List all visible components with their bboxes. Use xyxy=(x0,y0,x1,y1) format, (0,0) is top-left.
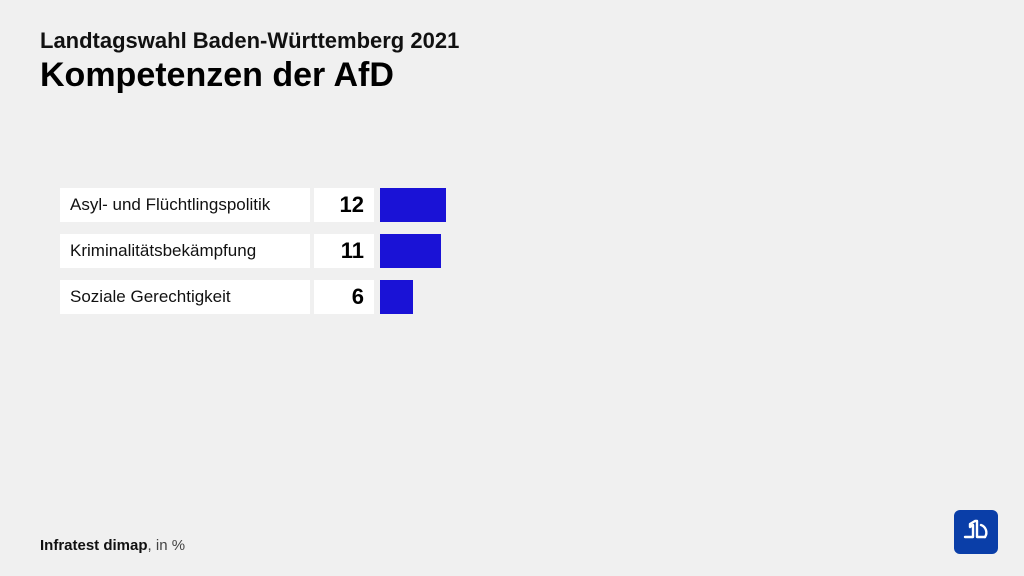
page-title: Kompetenzen der AfD xyxy=(40,56,984,95)
chart-row-value: 6 xyxy=(314,280,374,314)
source-name: Infratest dimap xyxy=(40,537,148,554)
chart-row-value: 11 xyxy=(314,234,374,268)
chart-bar-track xyxy=(380,188,446,222)
chart-bar xyxy=(380,280,413,314)
chart-bar xyxy=(380,188,446,222)
chart-row-label: Soziale Gerechtigkeit xyxy=(60,280,310,314)
ard-1-icon xyxy=(959,515,993,549)
chart-bar-track xyxy=(380,234,441,268)
chart-row-value: 12 xyxy=(314,188,374,222)
source-unit: , in % xyxy=(148,537,186,554)
broadcaster-logo xyxy=(954,510,998,554)
chart-row: Soziale Gerechtigkeit6 xyxy=(60,277,984,317)
chart: Asyl- und Flüchtlingspolitik12Kriminalit… xyxy=(60,185,984,317)
page: Landtagswahl Baden-Württemberg 2021 Komp… xyxy=(0,0,1024,576)
chart-row: Asyl- und Flüchtlingspolitik12 xyxy=(60,185,984,225)
chart-row-label: Asyl- und Flüchtlingspolitik xyxy=(60,188,310,222)
page-subtitle: Landtagswahl Baden-Württemberg 2021 xyxy=(40,28,984,54)
chart-row-label: Kriminalitätsbekämpfung xyxy=(60,234,310,268)
chart-row: Kriminalitätsbekämpfung11 xyxy=(60,231,984,271)
chart-bar xyxy=(380,234,441,268)
footer-source: Infratest dimap, in % xyxy=(40,537,185,554)
chart-bar-track xyxy=(380,280,413,314)
